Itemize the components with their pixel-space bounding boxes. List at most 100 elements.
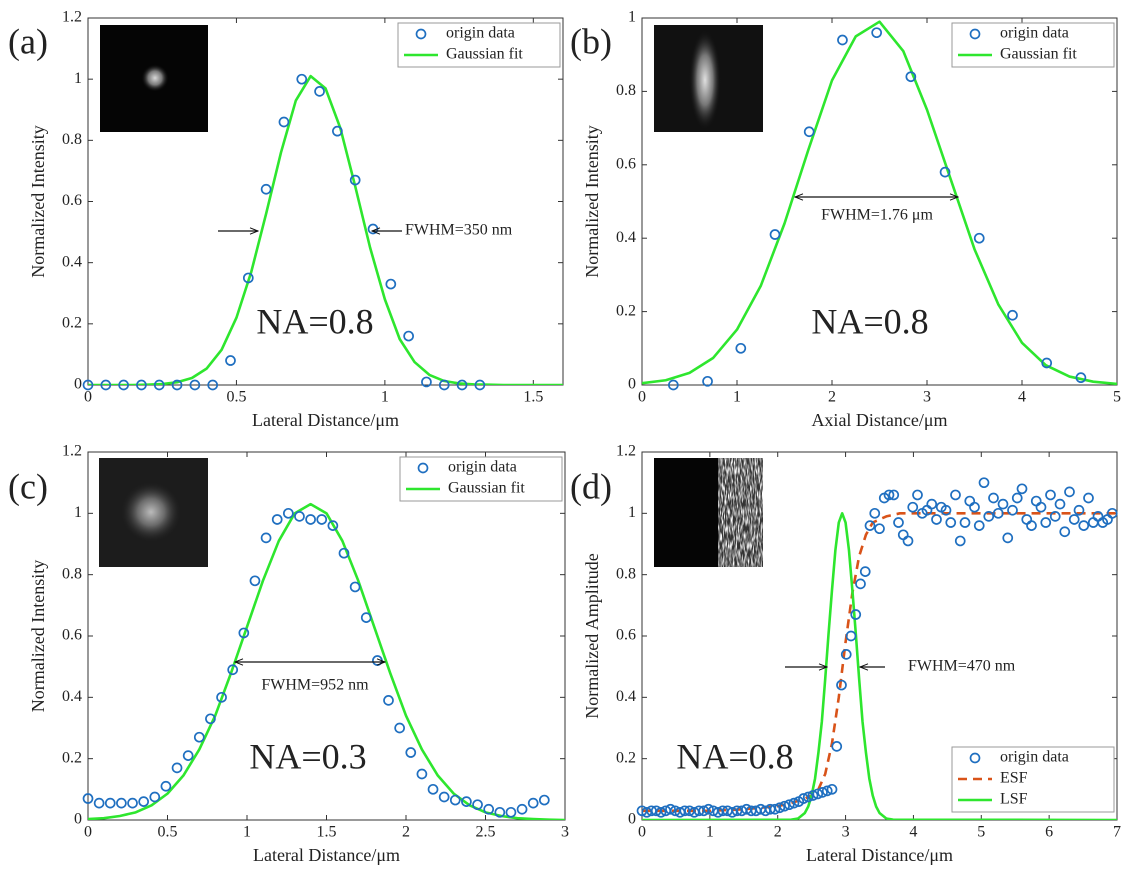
y-tick-label: 0.4 [62, 688, 82, 705]
y-tick-label: 1.2 [616, 443, 636, 460]
x-tick-label: 2 [402, 824, 410, 841]
data-point [93, 797, 105, 809]
data-point [836, 679, 847, 691]
data-point [538, 794, 550, 806]
x-tick-label: 1 [381, 389, 389, 406]
y-tick-label: 0.2 [62, 315, 82, 332]
data-point [372, 655, 383, 666]
data-point [837, 34, 848, 46]
data-point [969, 501, 980, 513]
data-point [1078, 520, 1090, 531]
x-axis-label: Axial Distance/μm [811, 410, 947, 430]
legend-label: ESF [1000, 770, 1028, 787]
y-tick-label: 0.8 [62, 131, 82, 148]
fwhm-label: FWHM=952 nm [261, 677, 369, 694]
inset-a [100, 25, 208, 132]
y-tick-label: 0.6 [62, 192, 82, 209]
data-point [1040, 517, 1052, 528]
x-tick-label: 5 [1113, 389, 1121, 406]
data-point [238, 627, 250, 639]
data-point [859, 566, 871, 577]
data-point [118, 379, 129, 391]
y-tick-label: 0.4 [616, 688, 636, 705]
legend-label: LSF [1000, 791, 1028, 808]
data-point [136, 379, 147, 391]
x-tick-label: 4 [909, 824, 917, 841]
data-point [421, 376, 432, 388]
data-point [907, 501, 919, 513]
data-point [1068, 514, 1080, 525]
data-point [1030, 495, 1042, 507]
y-tick-label: 1 [628, 9, 636, 26]
data-point [874, 523, 885, 535]
data-point [149, 791, 161, 803]
data-point [527, 797, 539, 809]
x-tick-label: 5 [977, 824, 985, 841]
data-point [349, 174, 361, 186]
y-tick-label: 0.6 [62, 627, 82, 644]
inset-d [654, 458, 763, 567]
y-tick-label: 0.8 [62, 565, 82, 582]
legend-swatch [415, 28, 427, 40]
data-point [260, 183, 272, 195]
fwhm-label: FWHM=350 nm [405, 222, 513, 239]
data-point [116, 797, 127, 809]
data-point [888, 489, 900, 501]
data-point [812, 788, 824, 800]
data-point [367, 223, 379, 235]
data-point [182, 750, 194, 761]
y-tick-label: 0.8 [616, 82, 636, 99]
y-tick-label: 0.4 [62, 253, 82, 270]
data-point [314, 86, 325, 97]
y-tick-label: 0.4 [616, 229, 636, 246]
data-point [332, 125, 343, 137]
x-axis-label: Lateral Distance/μm [253, 845, 400, 865]
data-point [803, 126, 815, 138]
x-tick-label: 1 [733, 389, 741, 406]
data-point [667, 379, 679, 391]
data-point [1035, 501, 1047, 513]
data-point [438, 379, 450, 391]
data-point [1007, 309, 1018, 321]
data-point [702, 375, 713, 387]
data-point [1016, 483, 1028, 495]
data-point [327, 520, 339, 531]
data-point [316, 514, 328, 525]
data-point [296, 73, 308, 85]
y-tick-label: 0 [74, 376, 82, 393]
na-label: NA=0.3 [249, 736, 366, 776]
inset-c [99, 458, 208, 567]
y-tick-label: 0.2 [616, 749, 636, 766]
data-point [912, 489, 923, 501]
x-tick-label: 0 [638, 824, 646, 841]
data-point [905, 71, 917, 83]
y-tick-label: 0 [628, 811, 636, 828]
data-point [1087, 517, 1099, 528]
legend-label: Gaussian fit [446, 46, 523, 63]
data-point [1045, 489, 1056, 501]
x-axis-label: Lateral Distance/μm [806, 845, 953, 865]
x-tick-label: 1.5 [317, 824, 337, 841]
plot-area [642, 20, 1117, 385]
data-point [997, 498, 1009, 510]
fwhm-label: FWHM=1.76 μm [821, 207, 933, 224]
data-point [774, 802, 786, 814]
na-label: NA=0.8 [676, 736, 793, 776]
legend-label: origin data [448, 459, 517, 476]
data-point [802, 791, 814, 803]
x-axis-label: Lateral Distance/μm [252, 410, 399, 430]
data-point [403, 330, 414, 342]
y-axis-label: Normalized Intensity [582, 125, 602, 277]
x-tick-label: 2 [828, 389, 836, 406]
y-axis-label: Normalized Intensity [28, 125, 48, 277]
data-point [456, 379, 468, 391]
y-tick-label: 0.6 [616, 155, 636, 172]
data-point [1106, 507, 1118, 519]
data-point [798, 793, 809, 804]
panel-label: (d) [570, 466, 612, 506]
data-point [992, 507, 1004, 519]
na-label: NA=0.8 [256, 301, 373, 341]
legend-label: origin data [446, 25, 515, 42]
data-point [665, 803, 676, 815]
